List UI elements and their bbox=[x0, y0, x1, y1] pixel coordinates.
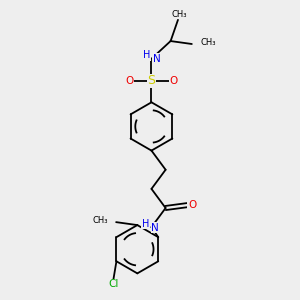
Text: H: H bbox=[142, 219, 149, 229]
Text: N: N bbox=[153, 54, 160, 64]
Text: H: H bbox=[143, 50, 151, 60]
Text: N: N bbox=[151, 223, 159, 233]
Text: Cl: Cl bbox=[108, 279, 119, 289]
Text: CH₃: CH₃ bbox=[92, 216, 108, 225]
Text: O: O bbox=[188, 200, 196, 210]
Text: S: S bbox=[148, 74, 155, 87]
Text: CH₃: CH₃ bbox=[201, 38, 216, 47]
Text: CH₃: CH₃ bbox=[171, 10, 187, 19]
Text: O: O bbox=[169, 76, 177, 86]
Text: O: O bbox=[126, 76, 134, 86]
